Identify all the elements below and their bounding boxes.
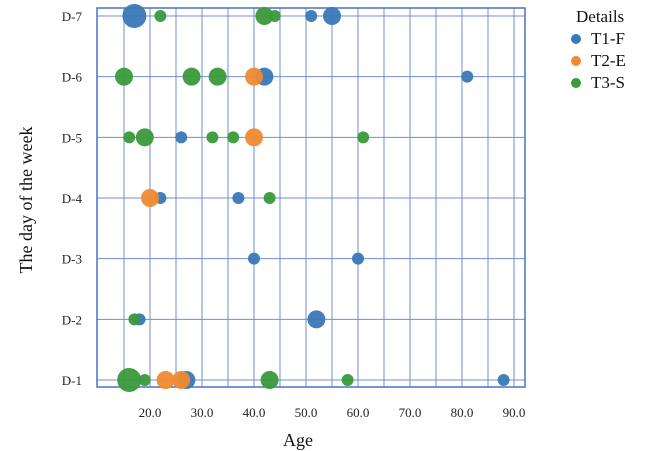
x-tick-label: 80.0 (451, 405, 474, 420)
data-point (260, 371, 279, 389)
data-point (305, 10, 318, 22)
data-point (248, 252, 260, 265)
data-point (461, 70, 474, 83)
legend-label: T3-S (591, 73, 625, 92)
x-tick-label: 70.0 (399, 405, 422, 420)
y-tick-label: D-4 (62, 191, 83, 206)
x-tick-label: 60.0 (347, 405, 370, 420)
data-point (352, 252, 364, 265)
data-point (245, 128, 263, 147)
legend-label: T1-F (591, 29, 625, 48)
legend-marker (571, 56, 581, 66)
y-tick-label: D-5 (62, 130, 82, 145)
data-point (138, 374, 151, 386)
data-point (497, 374, 510, 386)
data-point (156, 371, 175, 389)
data-point (268, 10, 281, 22)
legend-marker (571, 34, 581, 44)
x-tick-label: 50.0 (295, 405, 318, 420)
y-tick-label: D-7 (62, 9, 83, 24)
data-point (208, 67, 227, 86)
x-tick-label: 30.0 (191, 405, 214, 420)
data-point (182, 67, 201, 86)
data-point (122, 4, 147, 28)
data-points (115, 4, 510, 392)
y-tick-label: D-6 (62, 70, 83, 85)
y-tick-label: D-2 (62, 312, 82, 327)
legend-marker (571, 78, 581, 88)
data-point (141, 189, 159, 207)
x-tick-label: 20.0 (139, 405, 162, 420)
x-axis-title: Age (283, 430, 313, 450)
data-point (115, 67, 133, 86)
data-point (255, 7, 274, 25)
y-tick-label: D-1 (62, 373, 82, 388)
legend: Details T1-F T2-E T3-S (571, 7, 626, 92)
data-point (245, 67, 263, 86)
plot-frame (96, 7, 526, 388)
x-axis-ticks: 20.0 30.0 40.0 50.0 60.0 70.0 80.0 90.0 (139, 405, 526, 420)
x-tick-label: 90.0 (503, 405, 526, 420)
data-point (128, 313, 141, 326)
data-point (117, 368, 142, 392)
data-point (307, 310, 326, 329)
data-point (175, 131, 188, 144)
data-point (227, 131, 240, 144)
data-point (357, 131, 370, 144)
y-axis-ticks: D-1 D-2 D-3 D-4 D-5 D-6 D-7 (62, 9, 83, 388)
data-point (263, 192, 276, 204)
data-point (123, 131, 136, 144)
data-point (323, 7, 341, 25)
data-point (135, 128, 154, 147)
legend-title: Details (576, 7, 624, 26)
y-axis-title: The day of the week (16, 127, 36, 274)
y-tick-label: D-3 (62, 252, 82, 267)
x-tick-label: 40.0 (243, 405, 266, 420)
data-point (154, 10, 167, 22)
legend-label: T2-E (591, 51, 626, 70)
data-point (172, 371, 191, 389)
data-point (206, 131, 219, 144)
data-point (232, 192, 245, 204)
data-point (341, 374, 354, 386)
